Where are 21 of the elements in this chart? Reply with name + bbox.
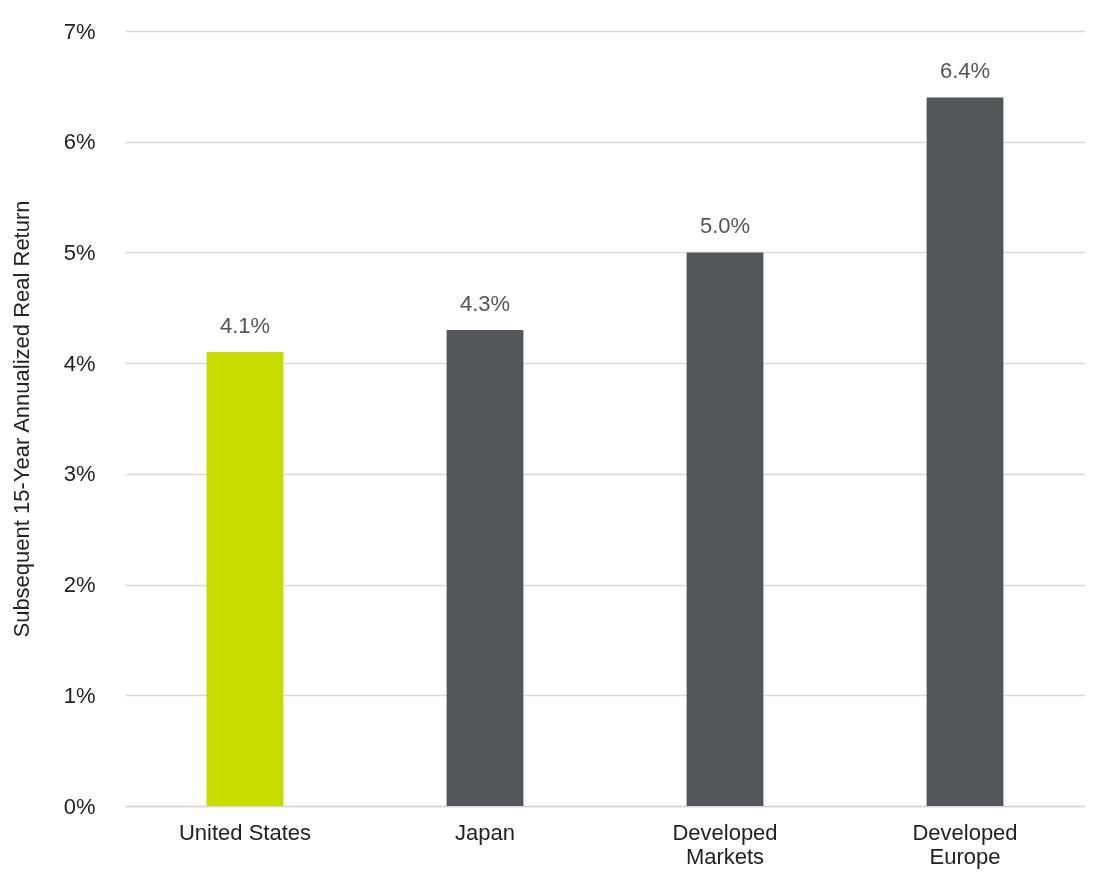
x-tick-label: Developed Europe <box>912 819 1018 869</box>
y-tick-label: 7% <box>63 18 96 44</box>
x-tick-label: United States <box>178 819 312 845</box>
x-tick-label: Developed Markets <box>672 819 778 869</box>
y-tick-label: 4% <box>63 350 96 376</box>
x-tick-label: Japan <box>455 819 515 845</box>
y-axis-title: Subsequent 15-Year Annualized Real Return <box>8 200 34 638</box>
data-label: 5.0% <box>699 213 751 239</box>
bar <box>206 352 284 806</box>
y-tick-label: 1% <box>63 682 96 708</box>
y-tick-label: 5% <box>63 239 96 265</box>
bar <box>926 97 1004 806</box>
y-tick-label: 0% <box>63 793 96 819</box>
data-label: 6.4% <box>939 58 991 84</box>
bar <box>446 329 524 806</box>
y-tick-label: 3% <box>63 461 96 487</box>
bar <box>686 252 764 806</box>
y-tick-label: 6% <box>63 129 96 155</box>
y-tick-label: 2% <box>63 572 96 598</box>
data-label: 4.1% <box>219 313 271 339</box>
data-label: 4.3% <box>459 290 511 316</box>
